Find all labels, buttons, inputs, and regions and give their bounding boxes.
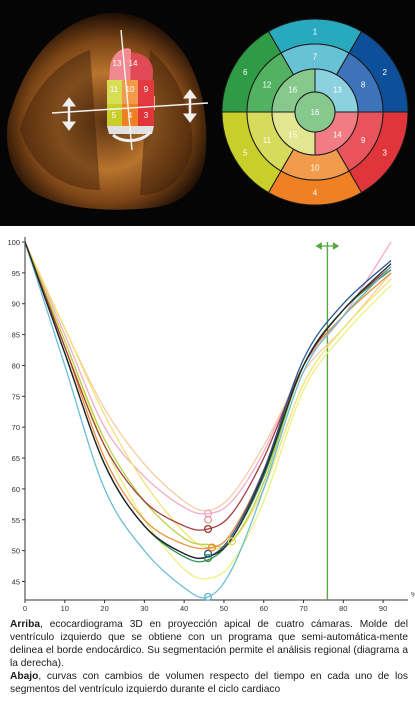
y-tick-label: 95	[12, 269, 20, 278]
y-tick-label: 45	[12, 577, 20, 586]
segment-volume-curve-3	[24, 241, 392, 550]
caption-text-bottom: , curvas con cambios de volumen respecto…	[10, 671, 408, 696]
bullseye-label-12: 12	[262, 80, 271, 89]
double-arrow-icon	[315, 242, 340, 250]
figure-top-panel: 13 14 11 10 9 5 4 3 1 2 3 4 5 6 7 8 9 10 11 12 13 14 1…	[0, 0, 415, 226]
x-tick-label: 40	[180, 604, 188, 613]
bullseye-label-8: 8	[361, 80, 366, 89]
segment-volume-curve-5	[24, 241, 392, 548]
minimum-volume-marker	[207, 543, 217, 552]
x-tick-label: 50	[220, 604, 228, 613]
echo-label-9: 9	[144, 85, 149, 94]
bullseye-label-16: 16	[311, 108, 320, 117]
caption-paragraph-bottom: Abajo, curvas con cambios de volumen res…	[10, 670, 408, 696]
bullseye-label-10: 10	[311, 164, 320, 173]
minimum-volume-marker	[203, 549, 213, 558]
x-tick-label: 70	[299, 604, 307, 613]
echo-tissue-fan	[6, 13, 207, 210]
bullseye-label-7: 7	[313, 53, 318, 62]
bullseye-label-1: 1	[313, 28, 318, 37]
bullseye-label-9: 9	[361, 136, 366, 145]
segment-volume-curve-6	[24, 241, 392, 550]
axis-line-vertical	[120, 29, 133, 151]
x-tick-label: 80	[339, 604, 347, 613]
segment-volume-curve-1	[24, 241, 392, 515]
caption-text-top: , ecocardiograma 3D en proyección apical…	[10, 619, 408, 670]
bullseye-label-14: 14	[333, 130, 342, 139]
y-tick-label: 90	[12, 300, 20, 309]
segment-volume-curve-10	[24, 241, 392, 599]
axis-line-horizontal	[51, 102, 209, 114]
y-tick-label: 65	[12, 454, 20, 463]
figure-caption: Arriba, ecocardiograma 3D en proyección …	[10, 618, 408, 697]
bullseye-label-5: 5	[243, 148, 248, 157]
minimum-volume-marker	[203, 553, 213, 563]
echo-label-3: 3	[144, 111, 149, 120]
segment-volume-curve-7	[24, 241, 392, 531]
y-tick-label: 100	[7, 238, 20, 247]
bullseye-label-3: 3	[382, 148, 387, 157]
x-tick-label: 30	[140, 604, 148, 613]
minimum-volume-marker	[203, 524, 213, 534]
caption-paragraph-top: Arriba, ecocardiograma 3D en proyección …	[10, 618, 408, 670]
y-tick-label: 70	[12, 423, 20, 432]
minimum-volume-marker	[203, 592, 213, 601]
echo-label-11: 11	[110, 85, 119, 94]
caption-label-top: Arriba	[10, 619, 41, 630]
bullseye-segment-16	[294, 91, 336, 133]
minimum-volume-marker	[203, 515, 213, 524]
echo-label-4: 4	[128, 111, 133, 120]
x-tick-label: 90	[379, 604, 387, 613]
lv-cast	[107, 48, 155, 143]
x-tick-label: 20	[100, 604, 108, 613]
bullseye-label-11: 11	[263, 136, 272, 145]
double-arrow-icon	[183, 89, 197, 123]
segment-volume-curve-4	[24, 241, 392, 580]
echo-label-14: 14	[129, 59, 138, 68]
y-tick-label: 85	[12, 331, 20, 340]
x-unit-label: %	[411, 592, 415, 599]
echo-label-10: 10	[126, 85, 135, 94]
y-tick-label: 60	[12, 485, 20, 494]
x-tick-label: 0	[23, 604, 27, 613]
echo-label-5: 5	[112, 111, 117, 120]
caption-label-bottom: Abajo	[10, 671, 39, 683]
minimum-volume-marker	[227, 537, 236, 546]
double-arrow-icon	[62, 97, 76, 131]
echo-label-13: 13	[113, 59, 122, 68]
segment-volume-curve-2	[24, 241, 392, 512]
bullseye-label-6: 6	[243, 68, 248, 77]
x-tick-label: 60	[260, 604, 268, 613]
bullseye-label-4: 4	[313, 189, 318, 198]
volume-time-chart: 45 50 55 60 65 70 75 80 85 90 95 100 0 10 20 30 40 50 60 70…	[7, 237, 415, 613]
x-tick-label: 10	[61, 604, 69, 613]
bullseye-label-2: 2	[382, 68, 387, 77]
y-tick-label: 50	[12, 547, 20, 556]
y-tick-label: 80	[12, 361, 20, 370]
bullseye-label-15: 15	[288, 130, 297, 139]
y-tick-label: 75	[12, 392, 20, 401]
bullseye-label-16: 16	[288, 86, 297, 95]
y-tick-label: 55	[12, 516, 20, 525]
echocardiogram-3d-image: 13 14 11 10 9 5 4 3	[6, 13, 209, 210]
bullseye-label-13: 13	[333, 86, 342, 95]
